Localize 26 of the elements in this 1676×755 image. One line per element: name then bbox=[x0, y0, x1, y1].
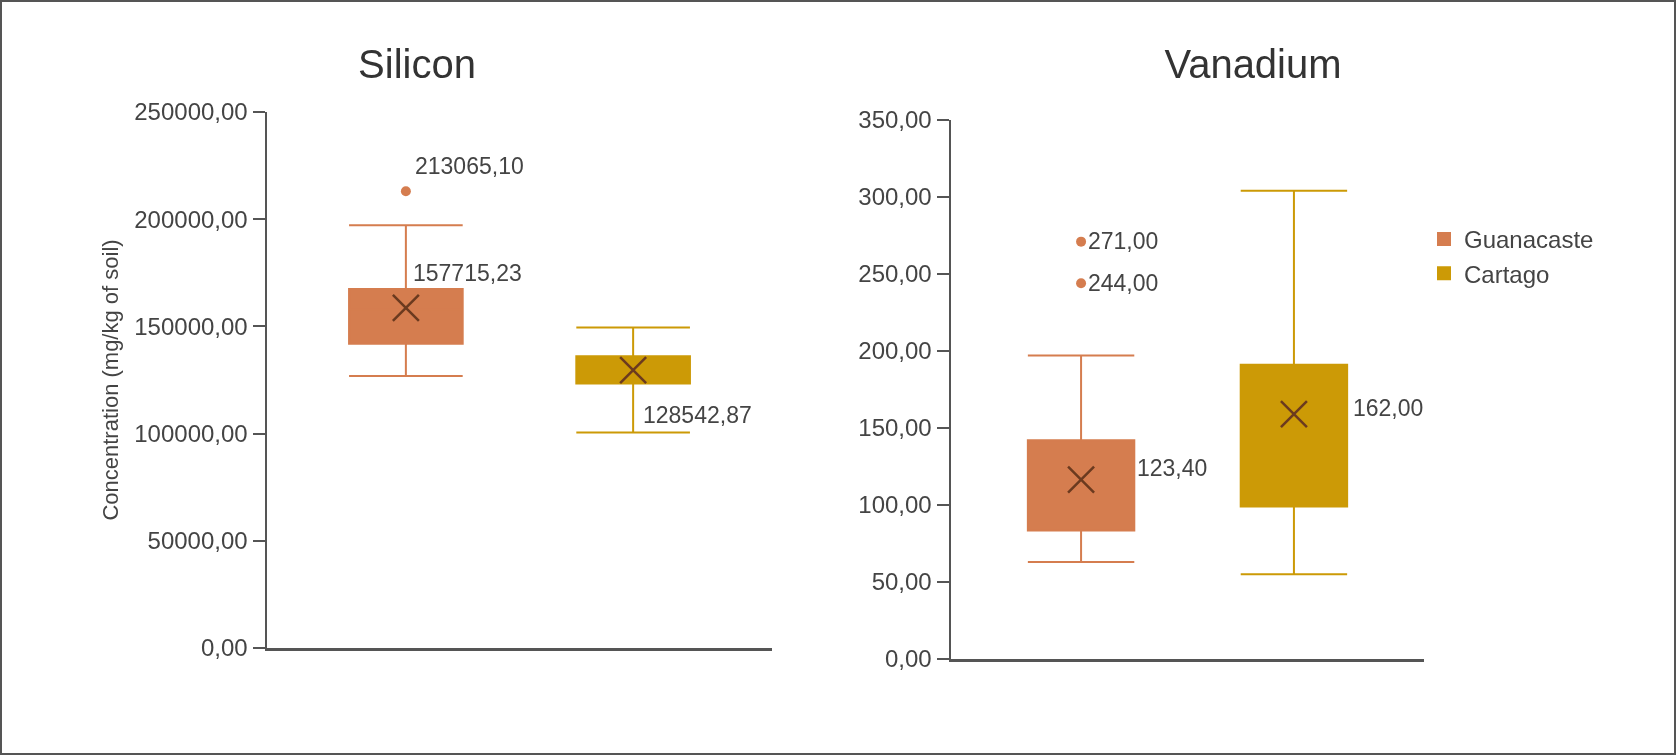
chart-title: Silicon bbox=[358, 42, 476, 86]
annotation: 157715,23 bbox=[413, 260, 522, 286]
y-tick-label: 300,00 bbox=[858, 183, 932, 211]
y-tick-label: 150000,00 bbox=[134, 312, 248, 340]
y-axis-title: Concentration (mg/kg of soil) bbox=[97, 239, 123, 521]
y-tick-label: 50000,00 bbox=[147, 527, 248, 555]
chart-title: Vanadium bbox=[1164, 42, 1342, 86]
y-tick-label: 100,00 bbox=[858, 491, 932, 519]
y-tick-label: 200000,00 bbox=[134, 205, 248, 233]
y-tick-label: 0,00 bbox=[200, 634, 248, 662]
annotation: 128542,87 bbox=[643, 402, 752, 428]
y-tick-label: 50,00 bbox=[871, 568, 932, 596]
legend-label: Cartago bbox=[1464, 260, 1550, 288]
y-tick-label: 350,00 bbox=[858, 106, 932, 134]
y-tick-label: 100000,00 bbox=[134, 420, 248, 447]
y-tick-label: 0,00 bbox=[884, 645, 932, 673]
y-tick-label: 150,00 bbox=[858, 414, 932, 442]
y-tick-label: 200,00 bbox=[858, 337, 932, 365]
annotation: 162,00 bbox=[1353, 395, 1424, 421]
annotation: 123,40 bbox=[1137, 455, 1208, 481]
annotation: 271,00 bbox=[1088, 228, 1159, 254]
annotation: 244,00 bbox=[1088, 270, 1159, 296]
annotation: 213065,10 bbox=[415, 153, 524, 179]
legend-label: Guanacaste bbox=[1464, 226, 1594, 254]
y-tick-label: 250,00 bbox=[858, 260, 932, 288]
y-tick-label: 250000,00 bbox=[134, 98, 248, 126]
